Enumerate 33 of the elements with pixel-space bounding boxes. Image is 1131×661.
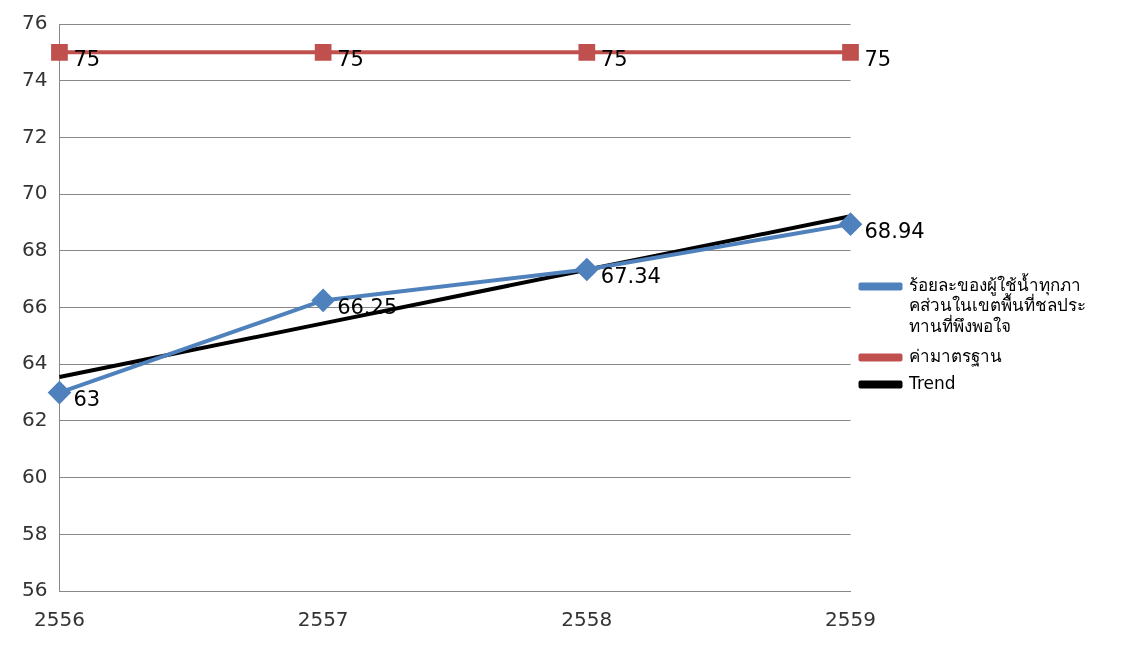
point — [578, 43, 596, 61]
x-tick-label: 2558 — [561, 607, 613, 632]
y-tick-label: 74 — [22, 66, 48, 91]
point — [312, 289, 335, 312]
point — [51, 43, 68, 61]
data-label: 75 — [864, 46, 892, 71]
y-tick-label: 76 — [22, 10, 48, 35]
data-label: 75 — [600, 46, 628, 71]
y-tick-label: 72 — [22, 123, 48, 148]
y-tick-label: 68 — [22, 237, 48, 261]
y-tick-label: 64 — [22, 350, 48, 375]
point — [314, 43, 332, 61]
y-tick-label: 56 — [22, 577, 48, 602]
y-tick-label: 66 — [22, 293, 48, 318]
x-tick-label: 2559 — [825, 607, 876, 632]
y-tick-label: 58 — [22, 520, 48, 545]
data-label: 68.94 — [864, 218, 925, 243]
point — [48, 381, 71, 404]
data-label: 67.34 — [600, 263, 661, 288]
x-tick-label: 2556 — [34, 607, 85, 632]
y-tick-label: 60 — [22, 463, 48, 488]
point — [842, 43, 859, 61]
data-label: 75 — [337, 46, 364, 71]
legend-label: ร้อยละของผู้ใช้น้ำทุกภาคส่วนในเขตพื้นที่ชลประทานที่พึงพอใจ — [909, 272, 1086, 336]
x-tick-label: 2557 — [297, 607, 349, 632]
data-label: 75 — [73, 46, 101, 71]
y-tick-label: 70 — [22, 180, 48, 205]
legend-label: Trend — [908, 373, 956, 394]
y-tick-label: 62 — [22, 407, 48, 432]
point — [575, 258, 598, 281]
point — [839, 213, 862, 236]
legend-label: ค่ามาตรฐาน — [909, 346, 1002, 368]
data-label: 63 — [73, 387, 101, 411]
